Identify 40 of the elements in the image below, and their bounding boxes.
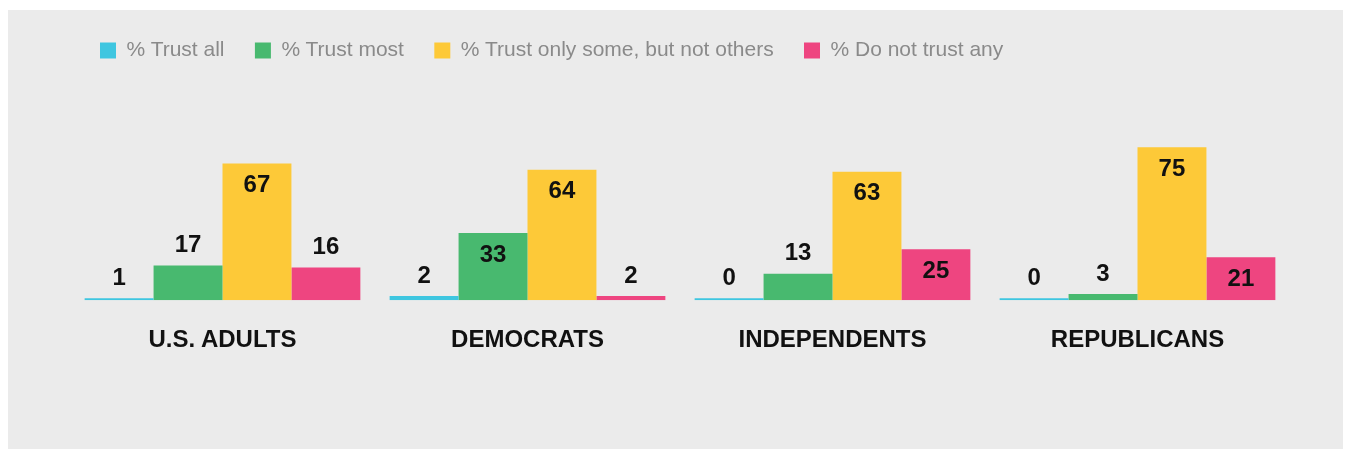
data-label: 0 (722, 262, 736, 290)
legend-label: % Trust only some, but not others (460, 37, 774, 61)
data-label: 63 (853, 178, 881, 206)
data-label: 21 (1227, 263, 1255, 291)
legend-label: % Trust all (126, 37, 225, 61)
data-label: 2 (624, 260, 638, 288)
data-label: 75 (1158, 153, 1186, 181)
bar (153, 265, 223, 301)
bar (1137, 147, 1207, 301)
bar (1206, 257, 1276, 301)
bar (999, 298, 1069, 301)
bar (901, 249, 971, 301)
x-tick-label: DEMOCRATS (451, 325, 604, 353)
data-label: 25 (922, 255, 950, 283)
bar (1068, 294, 1138, 301)
data-label: 0 (1027, 262, 1041, 290)
data-label: 2 (417, 260, 431, 288)
bar (458, 232, 528, 301)
x-tick-label: INDEPENDENTS (738, 325, 927, 353)
x-tick-label: REPUBLICANS (1050, 325, 1225, 353)
bar (694, 298, 764, 301)
data-label: 3 (1096, 258, 1110, 286)
legend-label: % Do not trust any (830, 37, 1004, 61)
data-label: 67 (243, 170, 271, 198)
data-label: 1 (112, 262, 126, 290)
bar (832, 171, 902, 301)
data-label: 64 (548, 176, 576, 204)
data-label: 16 (312, 232, 340, 260)
bar (527, 169, 597, 301)
bar (291, 267, 361, 301)
bar (596, 296, 666, 301)
x-tick-label: U.S. ADULTS (148, 325, 297, 353)
bar (763, 273, 833, 301)
bar (389, 296, 459, 301)
data-label: 17 (174, 230, 202, 258)
data-label: 33 (479, 239, 507, 267)
legend-label: % Trust most (281, 37, 405, 61)
bar (84, 298, 154, 301)
data-label: 13 (784, 238, 812, 266)
bar (222, 163, 292, 301)
